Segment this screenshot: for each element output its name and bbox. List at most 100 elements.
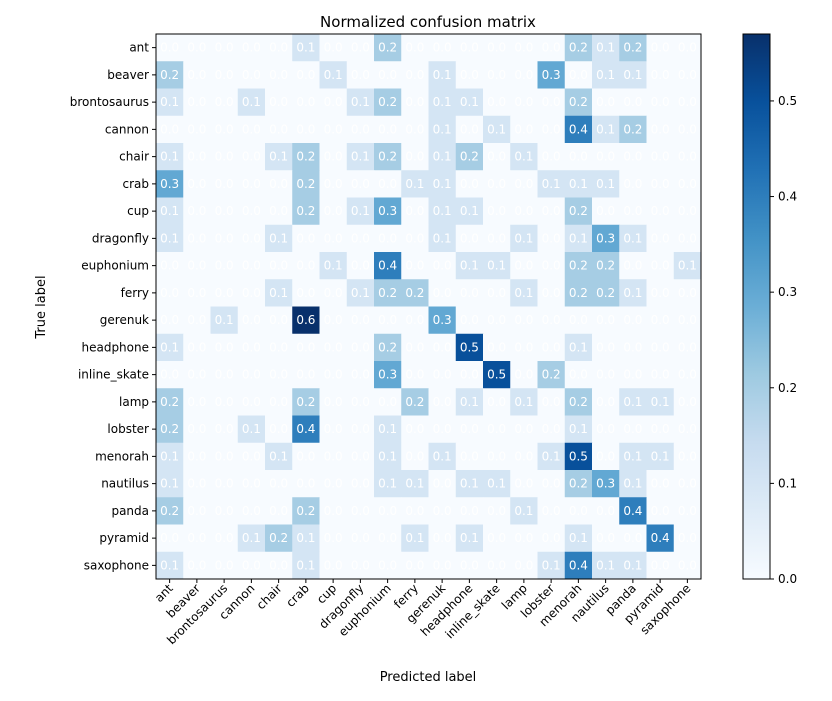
heatmap-cell (428, 524, 457, 553)
cell-value-label: 0.0 (215, 477, 234, 491)
cell-value-label: 0.2 (269, 531, 288, 545)
heatmap-cell (428, 252, 457, 280)
heatmap-cell (673, 279, 702, 307)
heatmap-cell (156, 497, 184, 525)
heatmap-cell (592, 279, 620, 307)
heatmap-cell (401, 197, 429, 226)
cell-value-label: 0.0 (460, 368, 479, 382)
cell-value-label: 0.1 (160, 231, 179, 245)
cell-value-label: 0.0 (187, 477, 206, 491)
heatmap-cell (428, 415, 457, 444)
cell-value-label: 0.0 (378, 531, 397, 545)
cell-value-label: 0.0 (651, 558, 670, 572)
cell-value-label: 0.0 (623, 204, 642, 218)
cell-value-label: 0.1 (433, 122, 452, 136)
cell-value-label: 0.0 (405, 313, 424, 327)
heatmap-cell (510, 470, 538, 498)
cell-value-label: 0.0 (378, 231, 397, 245)
heatmap-cell (619, 551, 647, 580)
cell-value-label: 0.0 (324, 204, 343, 218)
heatmap-cell (237, 524, 266, 553)
y-tick-label: headphone (81, 340, 149, 354)
heatmap-cell (619, 252, 647, 280)
cell-value-label: 0.0 (623, 259, 642, 273)
heatmap-cell (537, 34, 566, 62)
cell-value-label: 0.0 (324, 368, 343, 382)
heatmap-cell (346, 34, 375, 62)
heatmap-cell (210, 333, 239, 362)
cell-value-label: 0.1 (623, 477, 642, 491)
heatmap-cell (592, 333, 620, 362)
colorbar-tick-label: 0.5 (778, 94, 797, 108)
heatmap-cell (673, 252, 702, 280)
heatmap-cell (237, 252, 266, 280)
heatmap-cell (265, 34, 293, 62)
cell-value-label: 0.2 (378, 340, 397, 354)
x-tick-label: crab (283, 581, 312, 610)
heatmap-cell (592, 442, 620, 471)
heatmap-cell (673, 224, 702, 253)
heatmap-cell (401, 361, 429, 389)
heatmap-cell (156, 143, 184, 171)
cell-value-label: 0.0 (215, 204, 234, 218)
heatmap-cell (483, 497, 511, 525)
cell-value-label: 0.0 (351, 340, 370, 354)
heatmap-cell (346, 143, 375, 171)
heatmap-cell (183, 442, 211, 471)
heatmap-cell (673, 34, 702, 62)
heatmap-cell (428, 143, 457, 171)
heatmap-cell (673, 115, 702, 144)
heatmap-cell (619, 197, 647, 226)
heatmap-cell (210, 143, 239, 171)
heatmap-cell (346, 415, 375, 444)
cell-value-label: 0.0 (514, 122, 533, 136)
cell-value-label: 0.1 (460, 531, 479, 545)
cell-value-label: 0.1 (433, 68, 452, 82)
cell-value-label: 0.0 (351, 422, 370, 436)
cell-value-label: 0.0 (542, 204, 561, 218)
cell-value-label: 0.0 (651, 259, 670, 273)
cell-value-label: 0.1 (269, 286, 288, 300)
heatmap-cell (564, 279, 593, 307)
cell-value-label: 0.0 (405, 558, 424, 572)
cell-value-label: 0.0 (215, 340, 234, 354)
heatmap-cell (428, 224, 457, 253)
cell-value-label: 0.2 (296, 150, 315, 164)
cell-value-label: 0.0 (187, 395, 206, 409)
heatmap-cell (265, 361, 293, 389)
cell-value-label: 0.0 (296, 122, 315, 136)
cell-value-label: 0.0 (405, 95, 424, 109)
cell-value-label: 0.0 (242, 122, 261, 136)
heatmap-cell (265, 470, 293, 498)
cell-value-label: 0.1 (351, 204, 370, 218)
cell-value-label: 0.1 (269, 231, 288, 245)
cell-value-label: 0.0 (433, 41, 452, 55)
cell-value-label: 0.0 (187, 558, 206, 572)
cell-value-label: 0.0 (378, 68, 397, 82)
cell-value-label: 0.1 (351, 150, 370, 164)
heatmap-cell (646, 34, 675, 62)
heatmap-cell (183, 34, 211, 62)
cell-value-label: 0.0 (651, 150, 670, 164)
cell-value-label: 0.1 (487, 477, 506, 491)
cell-value-label: 0.0 (542, 313, 561, 327)
heatmap-cell (183, 115, 211, 144)
heatmap-cell (237, 470, 266, 498)
heatmap-cell (619, 388, 647, 416)
cell-value-label: 0.1 (623, 395, 642, 409)
cell-value-label: 0.0 (296, 259, 315, 273)
heatmap-cell (537, 306, 566, 335)
cell-value-label: 0.0 (378, 395, 397, 409)
cell-value-label: 0.1 (542, 558, 561, 572)
heatmap-cell (183, 224, 211, 253)
cell-value-label: 0.3 (542, 68, 561, 82)
heatmap-cell (564, 170, 593, 198)
y-tick-label: ferry (121, 286, 149, 300)
cell-value-label: 0.0 (678, 177, 697, 191)
cell-value-label: 0.1 (514, 395, 533, 409)
heatmap-cell (237, 224, 266, 253)
cell-value-label: 0.0 (296, 95, 315, 109)
heatmap-cell (374, 88, 402, 117)
cell-value-label: 0.0 (187, 313, 206, 327)
cell-value-label: 0.4 (569, 558, 588, 572)
